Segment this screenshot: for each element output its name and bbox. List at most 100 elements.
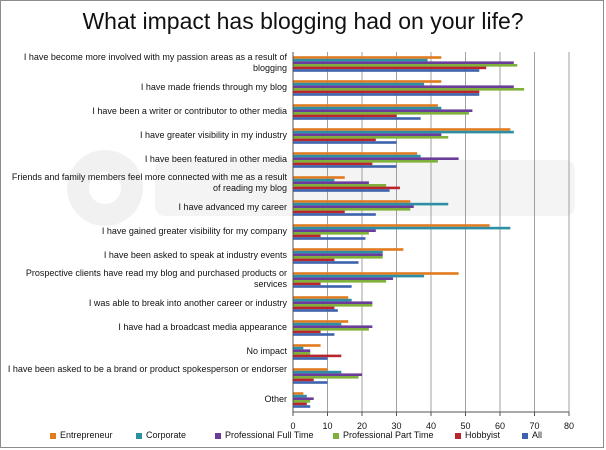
- bar: [293, 250, 383, 254]
- x-tick-label: 0: [290, 421, 296, 431]
- bar: [293, 208, 411, 211]
- category-label: I have gained greater visibility for my …: [101, 225, 287, 236]
- category-label: I have made friends through my blog: [140, 81, 287, 92]
- legend-swatch: [136, 432, 142, 439]
- bar: [293, 333, 335, 336]
- bar: [293, 256, 383, 259]
- legend-item: Professional Part Time: [333, 430, 434, 440]
- legend-item: Entrepreneur: [50, 430, 113, 440]
- x-tick-label: 70: [529, 421, 540, 431]
- bar: [293, 136, 449, 139]
- bar: [293, 69, 480, 72]
- bar: [293, 184, 387, 187]
- bar: [293, 370, 342, 374]
- bar: [293, 344, 321, 347]
- bar: [293, 200, 411, 203]
- legend-item: Professional Full Time: [215, 430, 314, 440]
- bar: [293, 93, 480, 96]
- bar: [293, 90, 480, 94]
- bar: [293, 162, 373, 166]
- x-tick-label: 10: [322, 421, 333, 431]
- x-tick-label: 50: [460, 421, 471, 431]
- bar: [293, 274, 425, 278]
- bar: [293, 304, 373, 307]
- bar: [293, 402, 307, 406]
- bar: [293, 272, 459, 275]
- bar: [293, 133, 442, 136]
- bar: [293, 328, 369, 331]
- bar: [293, 114, 397, 118]
- bar: [293, 189, 390, 192]
- bar: [293, 205, 414, 208]
- bar: [293, 349, 311, 352]
- bar: [293, 376, 359, 379]
- category-label: I have become more involved with my pass…: [23, 52, 287, 73]
- bar: [293, 258, 335, 262]
- bar: [293, 296, 349, 299]
- bar: [293, 130, 514, 134]
- category-label: I have been asked to be a brand or produ…: [7, 364, 287, 374]
- category-label: Friends and family members feel more con…: [11, 172, 287, 193]
- legend-swatch: [215, 432, 221, 439]
- bar: [293, 117, 421, 120]
- bar: [293, 178, 335, 182]
- chart-title: What impact has blogging had on your lif…: [82, 8, 524, 34]
- bar: [293, 392, 304, 395]
- bar: [293, 181, 369, 184]
- bar: [293, 400, 311, 403]
- bar: [293, 368, 328, 371]
- x-tick-label: 80: [563, 421, 574, 431]
- bar: [293, 232, 369, 235]
- bar: [293, 229, 376, 232]
- bar: [293, 186, 400, 190]
- legend-label: Professional Full Time: [225, 430, 314, 440]
- bar: [293, 330, 321, 334]
- bar: [293, 165, 397, 168]
- category-label: I have been asked to speak at industry e…: [103, 249, 287, 260]
- bar: [293, 157, 459, 160]
- bar: [293, 106, 442, 110]
- bar: [293, 224, 490, 227]
- bar: [293, 285, 352, 288]
- bar: [293, 381, 328, 384]
- bar: [293, 373, 362, 376]
- category-label: I have been a writer or contributor to o…: [92, 105, 287, 116]
- bar: [293, 277, 394, 280]
- legend-label: Entrepreneur: [60, 430, 113, 440]
- bar: [293, 61, 514, 64]
- category-label: Other: [264, 393, 287, 404]
- bar: [293, 322, 342, 326]
- bar: [293, 141, 397, 144]
- legend-swatch: [50, 432, 56, 439]
- bar: [293, 234, 321, 238]
- bar: [293, 213, 376, 216]
- bar: [293, 58, 428, 62]
- bar: [293, 88, 525, 91]
- bar: [293, 394, 307, 398]
- chart-legend: Entrepreneur Corporate Professional Full T…: [40, 430, 600, 444]
- legend-label: Hobbyist: [465, 430, 501, 440]
- category-label: I have greater visibility in my industry: [139, 129, 287, 140]
- bar: [293, 320, 349, 323]
- bar: [293, 280, 387, 283]
- bar: [293, 237, 366, 240]
- x-tick-label: 60: [494, 421, 505, 431]
- legend-item: Hobbyist: [455, 430, 500, 440]
- legend-label: All: [532, 430, 543, 440]
- bar: [293, 109, 473, 112]
- bar: [293, 85, 514, 88]
- bar: [293, 226, 511, 230]
- bar: [293, 176, 345, 179]
- legend-item: All: [522, 430, 542, 440]
- bar: [293, 261, 359, 264]
- bar: [293, 138, 376, 142]
- category-label: I have been featured in other media: [144, 153, 287, 164]
- legend-swatch: [333, 432, 339, 439]
- legend-swatch: [522, 432, 528, 439]
- bar: [293, 152, 418, 155]
- x-tick-label: 30: [391, 421, 402, 431]
- bar: [293, 128, 511, 131]
- legend-swatch: [455, 432, 461, 439]
